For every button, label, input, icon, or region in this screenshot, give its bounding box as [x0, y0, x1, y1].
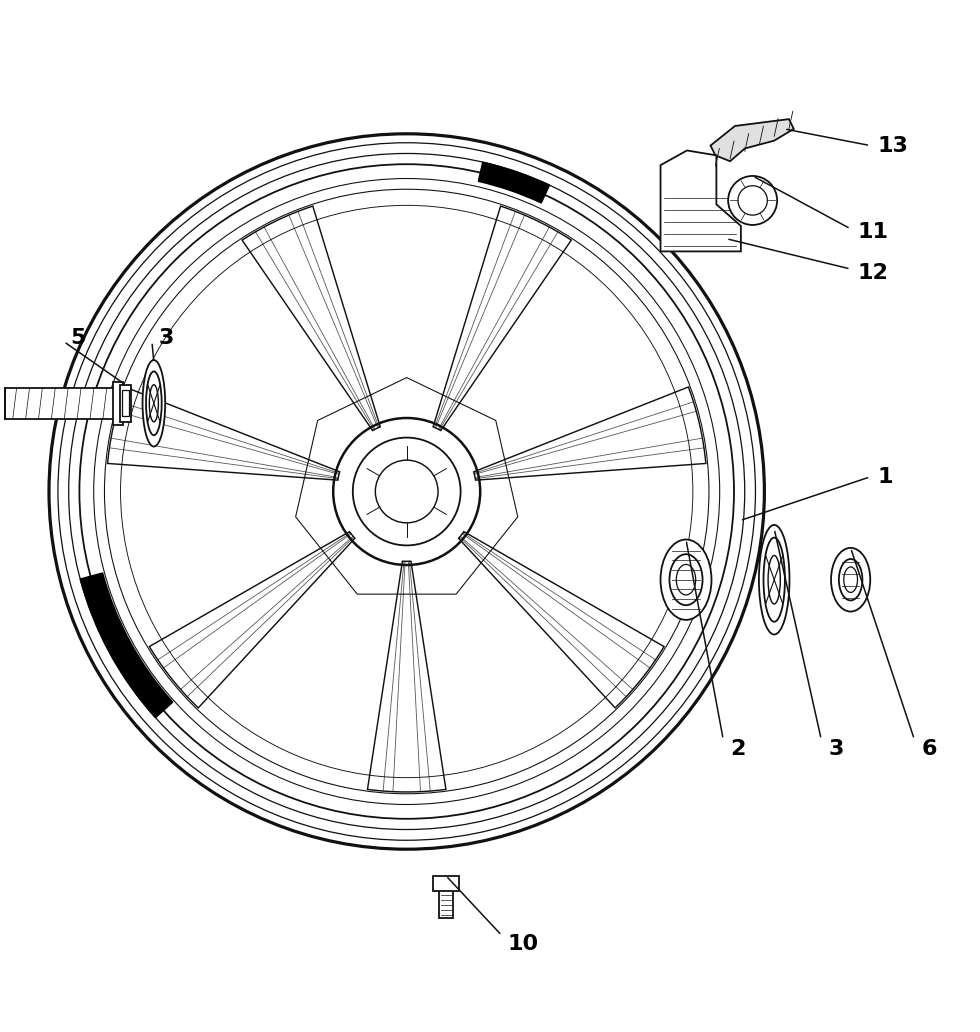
FancyBboxPatch shape: [113, 382, 122, 425]
Text: 10: 10: [508, 934, 539, 955]
Polygon shape: [368, 561, 446, 792]
FancyBboxPatch shape: [120, 385, 131, 422]
Ellipse shape: [759, 525, 790, 635]
Circle shape: [728, 175, 777, 225]
Text: 11: 11: [858, 222, 889, 241]
Polygon shape: [149, 531, 355, 708]
Ellipse shape: [768, 555, 780, 604]
Ellipse shape: [676, 565, 696, 595]
Ellipse shape: [831, 548, 870, 612]
Ellipse shape: [839, 559, 862, 601]
Ellipse shape: [149, 385, 159, 422]
Ellipse shape: [146, 372, 162, 436]
Ellipse shape: [661, 540, 711, 620]
Text: 12: 12: [858, 263, 889, 283]
Polygon shape: [433, 206, 571, 430]
FancyBboxPatch shape: [433, 876, 459, 892]
Wedge shape: [478, 162, 550, 203]
Polygon shape: [242, 206, 380, 430]
Ellipse shape: [142, 360, 166, 447]
Polygon shape: [710, 119, 794, 161]
Wedge shape: [80, 573, 172, 717]
Text: 13: 13: [877, 135, 908, 156]
Ellipse shape: [669, 554, 703, 605]
Text: 5: 5: [71, 327, 86, 348]
Ellipse shape: [763, 538, 785, 621]
Text: 3: 3: [159, 327, 174, 348]
Polygon shape: [473, 387, 706, 480]
FancyBboxPatch shape: [439, 889, 453, 917]
Polygon shape: [459, 531, 664, 708]
Polygon shape: [108, 387, 340, 480]
Text: 2: 2: [730, 739, 746, 760]
Text: 1: 1: [877, 466, 893, 487]
Text: 3: 3: [828, 739, 844, 760]
Text: 6: 6: [921, 739, 937, 760]
Ellipse shape: [844, 567, 858, 592]
Polygon shape: [661, 151, 741, 252]
FancyBboxPatch shape: [122, 390, 129, 416]
FancyBboxPatch shape: [5, 388, 118, 419]
